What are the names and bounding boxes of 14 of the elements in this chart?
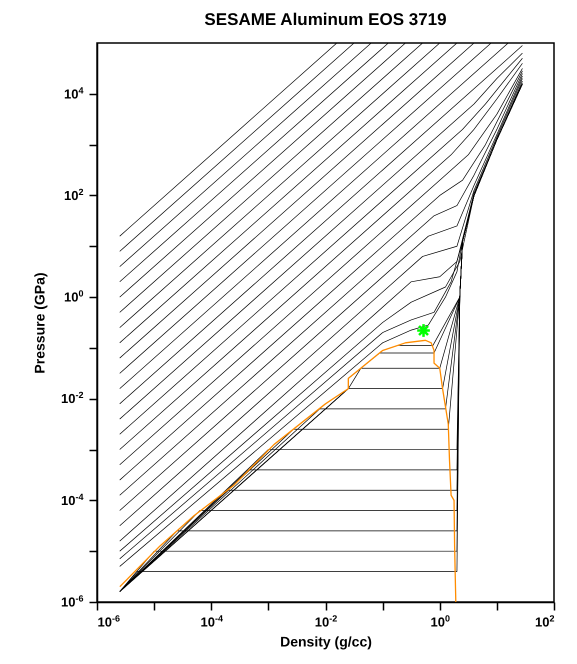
x-tick-label: 10$^{-6}$ xyxy=(98,614,120,630)
x-axis-title: Density (g/cc) xyxy=(280,634,372,650)
y-tick-label: 10$^{2}$ xyxy=(64,186,84,203)
x-tick-label: 10$^{-4}$ xyxy=(200,614,223,630)
y-tick-label: 10$^{-4}$ xyxy=(61,492,84,508)
x-tick-label: 10$^{0}$ xyxy=(430,614,450,630)
chart-title: SESAME Aluminum EOS 3719 xyxy=(204,10,447,29)
x-tick-label: 10$^{-2}$ xyxy=(314,614,338,630)
y-tick-label: 10$^{-6}$ xyxy=(61,594,84,610)
y-tick-label: 10$^{4}$ xyxy=(64,85,84,102)
y-axis-title: Pressure (GPa) xyxy=(31,272,48,374)
x-tick-label: 10$^{2}$ xyxy=(535,614,554,630)
y-tick-label: 10$^{0}$ xyxy=(64,288,84,305)
y-tick-label: 10$^{-2}$ xyxy=(61,390,84,406)
